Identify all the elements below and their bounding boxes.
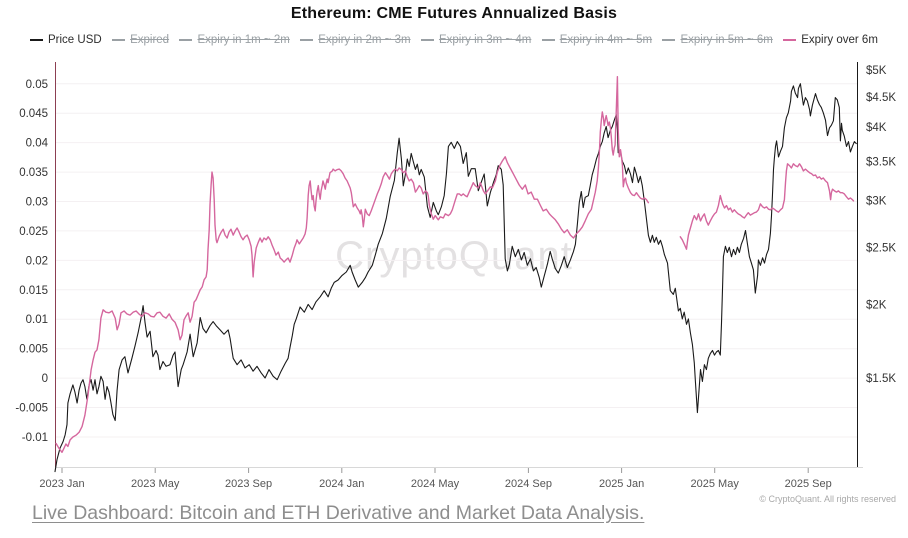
left-axis-label: 0.03 [26,197,48,209]
legend-dash-icon [30,39,43,41]
right-axis-label: $5K [866,65,887,77]
left-axis-label: 0 [42,373,48,385]
series-line-price-usd[interactable] [54,83,857,473]
x-axis-label: 2023 Jan [39,478,84,490]
right-axis-label: $4.5K [866,92,896,104]
legend-dash-icon [541,39,555,41]
legend-label: Price USD [48,34,102,46]
legend-dash-icon [420,39,434,41]
x-axis-label: 2024 Sep [505,478,552,490]
left-axis-label: 0.015 [19,285,48,297]
series-line-expiry-over-6m[interactable] [679,163,855,250]
x-axis-label: 2025 May [691,478,740,490]
left-axis-label: 0.035 [19,167,48,179]
legend-item-expiry-in-5m-6m[interactable]: Expiry in 5m ~ 6m [662,34,773,46]
right-axis-label: $3.5K [866,156,896,168]
legend-item-price-usd[interactable]: Price USD [30,34,102,46]
copyright-text: © CryptoQuant. All rights reserved [759,494,896,504]
x-axis-label: 2024 Jan [319,478,364,490]
legend-item-expiry-in-3m-4m[interactable]: Expiry in 3m ~ 4m [420,34,532,46]
legend-item-expiry-over-6m[interactable]: Expiry over 6m [783,34,878,46]
legend-dash-icon [179,39,193,41]
legend-label: Expiry in 5m ~ 6m [680,34,773,46]
x-axis-label: 2025 Sep [785,478,832,490]
legend-label: Expiry in 1m ~ 2m [197,34,290,46]
x-axis-label: 2023 Sep [225,478,272,490]
legend-item-expiry-in-2m-3m[interactable]: Expiry in 2m ~ 3m [300,34,411,46]
legend-item-expired[interactable]: Expired [112,34,169,46]
left-axis-label: 0.005 [19,344,48,356]
legend-item-expiry-in-1m-2m[interactable]: Expiry in 1m ~ 2m [179,34,290,46]
legend-dash-icon [662,39,676,41]
live-dashboard-link[interactable]: Live Dashboard: Bitcoin and ETH Derivati… [32,502,645,524]
left-axis-label: 0.01 [26,314,48,326]
chart-title: Ethereum: CME Futures Annualized Basis [290,5,618,22]
right-axis-label: $4K [866,122,887,134]
legend-item-expiry-in-4m-5m[interactable]: Expiry in 4m ~ 5m [541,34,653,46]
x-axis-label: 2023 May [131,478,180,490]
left-axis-label: 0.05 [26,79,48,91]
legend-label: Expired [130,34,170,46]
right-axis-label: $2.5K [866,242,896,254]
legend-label: Expiry in 3m ~ 4m [438,34,532,46]
left-axis-label: 0.025 [19,226,48,238]
x-axis-label: 2025 Jan [599,478,644,490]
right-axis-label: $1.5K [866,373,896,385]
left-axis-label: 0.045 [19,108,48,120]
left-axis-label: 0.04 [26,138,49,150]
legend-label: Expiry in 4m ~ 5m [559,34,653,46]
left-axis-label: 0.02 [26,255,48,267]
x-axis-label: 2024 May [411,478,460,490]
left-axis-label: -0.01 [22,432,48,444]
legend-dash-icon [783,39,797,41]
right-axis-label: $3K [866,196,887,208]
legend-dash-icon [300,39,314,41]
legend-dash-icon [112,39,126,41]
series-line-expiry-over-6m[interactable] [55,75,650,453]
legend-label: Expiry over 6m [801,34,878,46]
right-axis-label: $2K [866,299,887,311]
legend: Price USD Expired Expiry in 1m ~ 2m Expiry … [0,34,908,46]
left-axis-label: -0.005 [15,403,48,415]
legend-label: Expiry in 2m ~ 3m [318,34,411,46]
